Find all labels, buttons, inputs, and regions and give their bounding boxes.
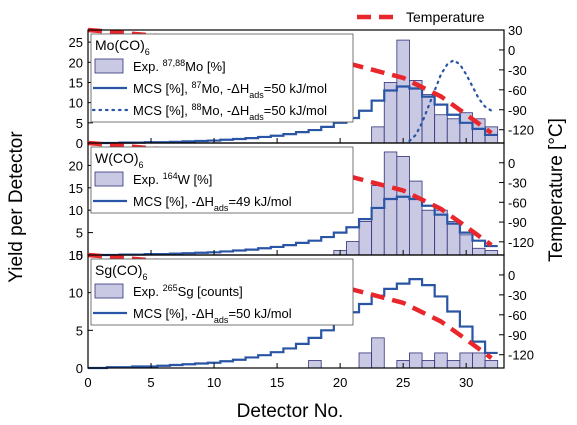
left-y-axis-label: Yield per Detector — [6, 131, 27, 283]
w-temp-tick-label-2: -60 — [508, 195, 527, 210]
mo-y-tick-label-3: 15 — [69, 75, 83, 90]
mo-y-tick-label-0: 0 — [76, 136, 83, 151]
sg-bar-11 — [484, 360, 499, 369]
sg-legend-label-0: Exp. 265Sg [counts] — [133, 283, 243, 299]
sg-compound-title: Sg(CO)6 — [95, 262, 147, 282]
w-y-tick-label-0: 0 — [76, 248, 83, 263]
w-y-tick-label-4: 20 — [69, 158, 83, 173]
sg-bar-10 — [472, 352, 486, 369]
sg-y-tick-label-3: 15 — [69, 248, 83, 263]
mo-mcs-solid-line — [88, 85, 498, 145]
sg-bar-7 — [434, 352, 448, 369]
sg-temp-tick-label-0: 0 — [508, 268, 515, 283]
mo-temp-tick-label-5: -120 — [508, 123, 534, 138]
x-tick-label-0: 0 — [84, 375, 91, 390]
w-bar-7 — [409, 180, 423, 256]
w-bar-5 — [383, 151, 398, 256]
x-tick-label-6: 30 — [459, 375, 473, 390]
sg-legend-bar-swatch — [94, 283, 124, 299]
sg-temp-tick-label-2: -60 — [508, 308, 527, 323]
sg-bar-8 — [446, 360, 461, 369]
mo-bar-1 — [371, 126, 385, 144]
mo-temp-tick-label-3: -60 — [508, 83, 527, 98]
w-y-tick-label-2: 10 — [69, 203, 83, 218]
sg-temp-tick-label-4: -120 — [508, 348, 534, 363]
mo-compound-title: Mo(CO)6 — [95, 37, 150, 57]
mo-legend-box — [90, 33, 354, 123]
w-temp-tick-label-4: -120 — [508, 235, 534, 250]
sg-temp-tick-label-3: -90 — [508, 328, 527, 343]
x-tick-label-5: 25 — [396, 375, 410, 390]
w-legend-label-1: MCS [%], -ΔHads=49 kJ/mol — [133, 194, 292, 213]
x-tick-label-1: 5 — [147, 375, 154, 390]
sg-bar-1 — [308, 360, 322, 369]
sg-bar-5 — [409, 352, 423, 369]
mo-bar-7 — [446, 118, 461, 144]
mo-legend-bar-swatch — [94, 58, 124, 74]
mo-y-tick-label-1: 5 — [76, 116, 83, 131]
x-axis-label: Detector No. — [237, 401, 344, 422]
x-axis-ticks: 0 5 10 15 20 25 30 — [84, 375, 473, 390]
mo-y-tick-label-4: 20 — [69, 55, 83, 70]
w-bar-3 — [358, 220, 373, 256]
mo-legend-label-0: Exp. 87,88Mo [%] — [133, 58, 226, 74]
w-bar-9 — [434, 209, 448, 256]
mo-temp-tick-label-1: 0 — [508, 43, 515, 58]
mo-temp-tick-label-2: -30 — [508, 63, 527, 78]
w-bar-8 — [421, 209, 436, 256]
sg-temp-tick-label-1: -30 — [508, 288, 527, 303]
w-y-tick-label-1: 5 — [76, 226, 83, 241]
mo-bar-4 — [409, 80, 423, 144]
right-y-axis-label: Temperature [°C] — [546, 118, 567, 262]
w-temp-tick-label-3: -90 — [508, 215, 527, 230]
sg-bar-6 — [421, 360, 436, 369]
sg-y-tick-label-1: 5 — [76, 323, 83, 338]
sg-mcs-solid-line — [88, 278, 498, 370]
mo-legend-label-2: MCS [%], 88Mo, -ΔHads=50 kJ/mol — [133, 102, 327, 122]
mo-bar-6 — [434, 114, 448, 144]
mo-mcs-dotted-line — [408, 58, 493, 143]
w-bar-2 — [346, 241, 360, 256]
w-y-tick-label-3: 15 — [69, 181, 83, 196]
sg-legend-box — [90, 258, 354, 326]
sg-frame — [87, 254, 505, 369]
w-legend-bar-swatch — [94, 171, 124, 187]
mo-legend-label-1: MCS [%], 87Mo, -ΔHads=50 kJ/mol — [133, 80, 327, 100]
sg-legend-label-1: MCS [%], -ΔHads=50 kJ/mol — [133, 306, 292, 325]
x-tick-label-3: 15 — [270, 375, 284, 390]
w-bar-12 — [472, 247, 486, 256]
mo-bar-3 — [396, 39, 410, 144]
w-bar-6 — [396, 156, 410, 256]
sg-bar-3 — [371, 337, 385, 369]
mo-y-tick-label-2: 10 — [69, 96, 83, 111]
x-tick-label-4: 20 — [333, 375, 347, 390]
w-legend-label-0: Exp. 164W [%] — [133, 171, 212, 187]
sg-bar-2 — [358, 352, 373, 369]
sg-y-tick-label-2: 10 — [69, 286, 83, 301]
w-legend-box — [90, 146, 354, 214]
w-bar-13 — [484, 250, 499, 256]
x-tick-label-2: 10 — [207, 375, 221, 390]
mo-y-tick-label-5: 25 — [69, 35, 83, 50]
mo-temp-tick-label-4: -90 — [508, 103, 527, 118]
w-temp-tick-label-1: -30 — [508, 176, 527, 191]
w-bar-4 — [371, 185, 385, 256]
mo-temp-tick-label-0: 30 — [508, 23, 522, 38]
w-compound-title: W(CO)6 — [95, 150, 144, 170]
w-temp-tick-label-0: 0 — [508, 156, 515, 171]
sg-y-tick-label-0: 0 — [76, 361, 83, 376]
temperature-legend-label: Temperature — [406, 9, 485, 25]
w-bar-10 — [446, 220, 461, 256]
